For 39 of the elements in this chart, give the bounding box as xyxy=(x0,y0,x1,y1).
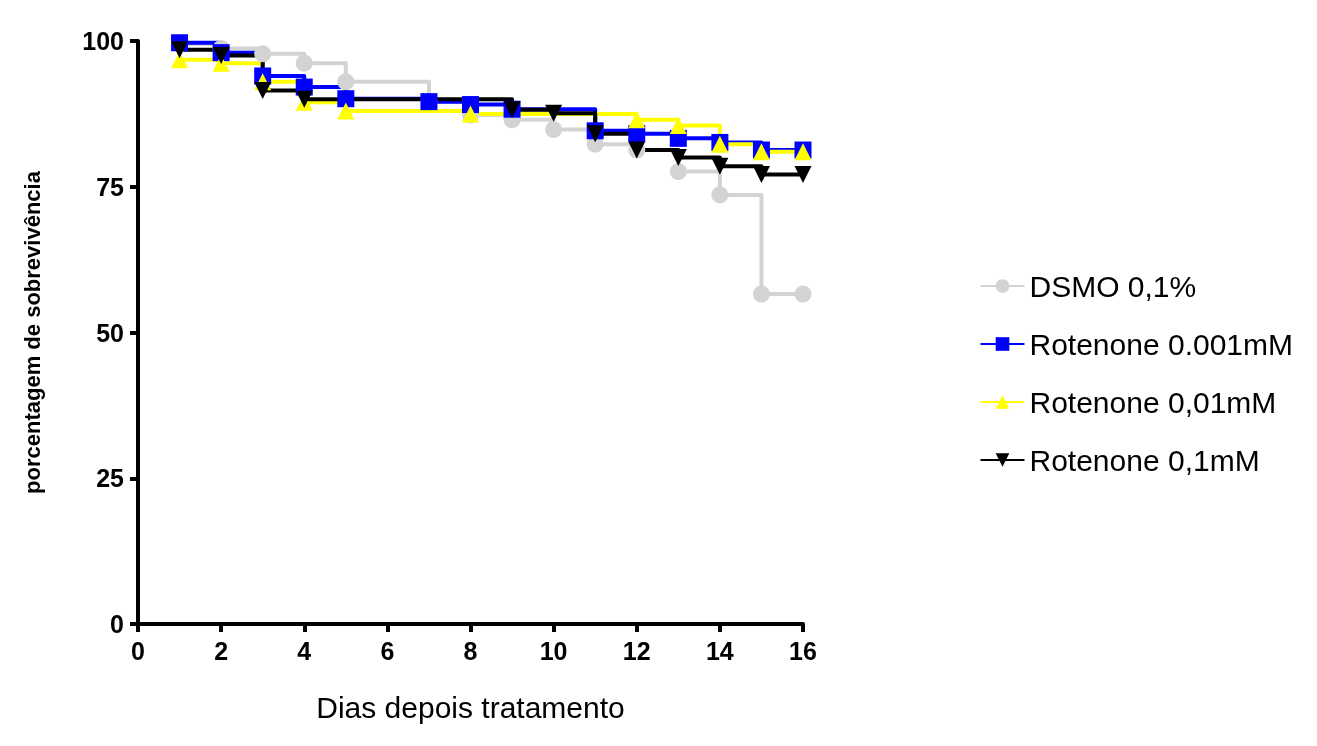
point xyxy=(669,163,687,181)
legend-label: Rotenone 0.001mM xyxy=(1029,327,1293,361)
point xyxy=(628,111,646,129)
x-tick-label: 6 xyxy=(380,636,395,665)
point xyxy=(669,117,687,135)
point xyxy=(254,45,272,63)
point xyxy=(711,157,729,175)
x-axis-title: Dias depois tratamento xyxy=(316,690,625,724)
x-tick-label: 0 xyxy=(131,636,145,665)
point xyxy=(337,102,355,120)
y-tick-label: 100 xyxy=(82,27,124,55)
x-tick-label: 4 xyxy=(297,636,312,665)
point xyxy=(171,41,189,59)
y-axis-title: porcentagem de sobrevivência xyxy=(19,170,45,494)
point xyxy=(669,149,687,167)
y-tick-label: 0 xyxy=(110,610,124,638)
x-tick-label: 8 xyxy=(463,636,478,665)
x-tick-label: 2 xyxy=(214,636,229,665)
x-tick-label: 14 xyxy=(705,636,734,665)
x-tick-label: 10 xyxy=(539,636,568,665)
x-tick-label: 16 xyxy=(789,636,817,665)
point xyxy=(752,166,770,184)
point xyxy=(337,73,355,91)
legend-label: Rotenone 0,1mM xyxy=(1029,443,1260,477)
legend-label: Rotenone 0,01mM xyxy=(1029,385,1277,419)
point xyxy=(254,82,272,100)
point xyxy=(295,54,313,72)
point xyxy=(794,285,812,303)
x-tick-label: 12 xyxy=(622,636,651,665)
point xyxy=(711,186,729,204)
y-tick-label: 25 xyxy=(96,464,125,493)
point xyxy=(545,104,563,122)
point xyxy=(337,90,355,108)
point xyxy=(545,121,563,139)
point xyxy=(752,285,770,303)
point xyxy=(794,166,812,184)
y-tick-label: 50 xyxy=(96,318,124,347)
legend-label: DSMO 0,1% xyxy=(1029,269,1197,303)
y-tick-label: 75 xyxy=(96,172,125,201)
